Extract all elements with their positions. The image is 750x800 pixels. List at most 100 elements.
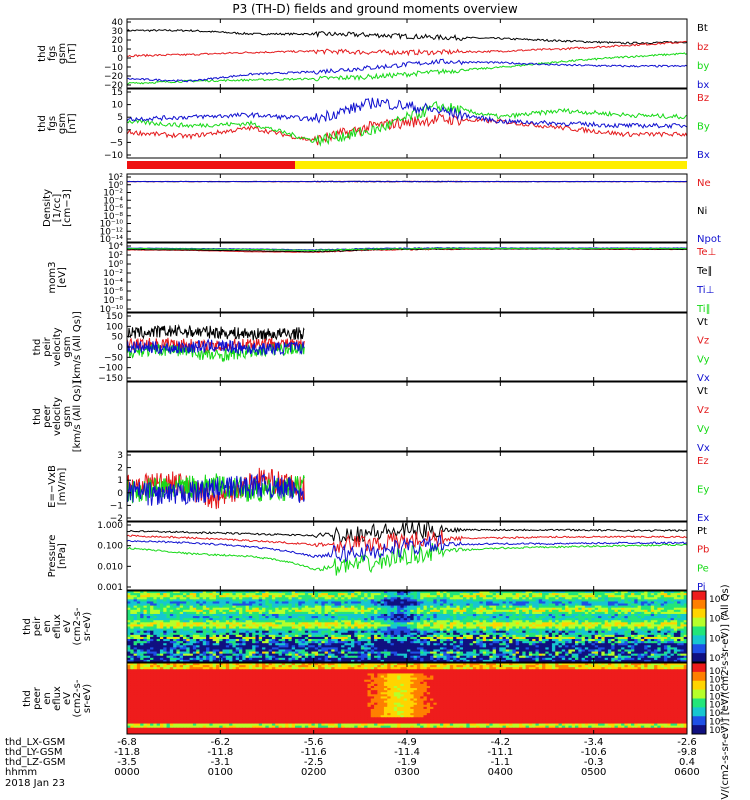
heatmap-cell	[532, 626, 536, 630]
heatmap-cell	[535, 618, 540, 621]
heatmap-cell	[637, 639, 642, 642]
heatmap-cell	[486, 645, 490, 648]
heatmap-cell	[225, 634, 230, 638]
heatmap-cell	[607, 641, 612, 644]
heatmap-cell	[140, 636, 144, 640]
heatmap-cell	[430, 611, 434, 615]
heatmap-cell	[555, 641, 560, 644]
heatmap-cell	[430, 630, 434, 634]
heatmap-cell	[515, 601, 520, 605]
heatmap-cell	[159, 630, 164, 634]
heatmap-cell	[341, 601, 345, 605]
heatmap-cell	[337, 611, 342, 615]
heatmap-cell	[433, 601, 438, 605]
heatmap-cell	[578, 611, 583, 615]
heatmap-cell	[433, 645, 438, 648]
heatmap-cell	[351, 616, 355, 619]
heatmap-cell	[202, 618, 207, 621]
heatmap-cell	[397, 620, 401, 623]
heatmap-cell	[202, 622, 207, 625]
heatmap-cell	[548, 643, 553, 646]
heatmap-cell	[614, 616, 619, 619]
heatmap-cell	[486, 613, 490, 617]
heatmap-cell	[159, 620, 164, 623]
heatmap-cell	[192, 601, 197, 605]
heatmap-cell	[212, 634, 217, 638]
heatmap-cell	[548, 624, 553, 627]
heatmap-cell	[657, 624, 662, 627]
heatmap-cell	[436, 593, 441, 596]
heatmap-cell	[548, 605, 553, 609]
heatmap-cell	[663, 616, 668, 619]
heatmap-cell	[581, 628, 586, 632]
heatmap-cell	[156, 620, 161, 623]
y-tick-label: −1	[110, 501, 123, 511]
heatmap-cell	[542, 626, 546, 630]
heatmap-cell	[397, 622, 401, 625]
heatmap-cell	[677, 624, 681, 627]
heatmap-cell	[463, 595, 467, 598]
heatmap-cell	[588, 626, 592, 630]
heatmap-cell	[456, 605, 461, 609]
heatmap-cell	[670, 622, 675, 625]
heatmap-cell	[311, 613, 316, 617]
heatmap-cell	[660, 622, 665, 625]
heatmap-cell	[235, 605, 240, 609]
heatmap-cell	[492, 624, 497, 627]
heatmap-cell	[156, 601, 161, 605]
heatmap-cell	[505, 636, 510, 640]
heatmap-cell	[499, 613, 504, 617]
heatmap-cell	[245, 601, 250, 605]
heatmap-cell	[344, 636, 349, 640]
heatmap-cell	[334, 595, 339, 598]
heatmap-cell	[288, 601, 293, 605]
heatmap-cell	[654, 603, 658, 607]
heatmap-cell	[456, 639, 461, 642]
heatmap-cell	[235, 624, 240, 627]
heatmap-cell	[548, 641, 553, 644]
heatmap-cell	[202, 643, 207, 646]
heatmap-cell	[347, 607, 352, 611]
heatmap-cell	[235, 647, 240, 650]
heatmap-cell	[344, 628, 349, 632]
heatmap-cell	[410, 591, 415, 594]
heatmap-cell	[456, 603, 461, 607]
heatmap-cell	[400, 613, 405, 617]
heatmap-cell	[558, 626, 563, 630]
heatmap-cell	[209, 601, 214, 605]
heatmap-cell	[146, 622, 151, 625]
heatmap-cell	[466, 613, 471, 617]
heatmap-cell	[304, 613, 309, 617]
heatmap-cell	[288, 607, 293, 611]
heatmap-cell	[575, 599, 579, 602]
heatmap-cell	[153, 647, 158, 650]
heatmap-cell	[357, 643, 362, 646]
heatmap-cell	[413, 597, 418, 600]
heatmap-cell	[206, 603, 210, 607]
heatmap-cell	[604, 634, 609, 638]
heatmap-cell	[252, 643, 256, 646]
heatmap-cell	[387, 601, 392, 605]
heatmap-cell	[390, 628, 395, 632]
heatmap-cell	[561, 641, 566, 644]
heatmap-cell	[285, 599, 289, 602]
heatmap-cell	[370, 618, 375, 621]
heatmap-cell	[327, 616, 332, 619]
heatmap-cell	[601, 620, 606, 623]
heatmap-cell	[403, 609, 408, 613]
heatmap-cell	[278, 634, 283, 638]
heatmap-cell	[140, 593, 144, 596]
heatmap-cell	[525, 643, 530, 646]
heatmap-cell	[324, 595, 329, 598]
heatmap-cell	[334, 639, 339, 642]
heatmap-cell	[407, 609, 411, 613]
heatmap-cell	[130, 643, 135, 646]
heatmap-cell	[331, 634, 336, 638]
heatmap-cell	[575, 613, 579, 617]
heatmap-cell	[680, 597, 685, 600]
heatmap-cell	[617, 645, 622, 648]
heatmap-cell	[364, 603, 368, 607]
heatmap-cell	[578, 634, 583, 638]
heatmap-cell	[258, 618, 263, 621]
heatmap-cell	[459, 609, 464, 613]
